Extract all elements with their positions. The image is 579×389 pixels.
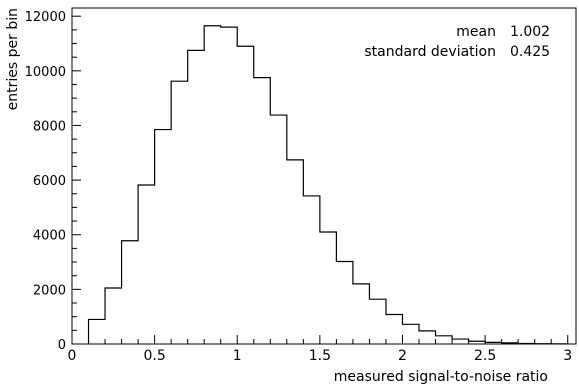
x-axis-label: measured signal-to-noise ratio [334,369,548,385]
histogram-bin [386,314,403,344]
y-tick-label: 8000 [33,119,66,134]
y-tick-label: 12000 [25,10,66,25]
histogram-bin [270,115,287,344]
y-tick-labels: 0 2000 4000 6000 8000 10000 12000 [25,10,66,353]
histogram-bin [303,196,320,344]
stat-label-std: standard deviation [364,44,496,60]
histogram-bin [155,130,172,344]
y-tick-label: 6000 [33,174,66,189]
x-tick-label: 3 [563,348,572,364]
histogram-bin [402,324,419,344]
y-axis-label: entries per bin [5,8,21,110]
x-tick-label: 0 [68,348,77,364]
stat-label-mean: mean [456,24,496,40]
ticks [71,15,569,345]
histogram-bin [138,185,155,344]
stat-value-std: 0.425 [510,44,550,60]
histogram-bin [188,50,205,344]
x-tick-label: 1.5 [309,348,331,364]
histogram-outline [87,25,569,345]
plot-frame [71,7,577,345]
histogram-bin [171,81,188,344]
histogram-bin [320,232,337,344]
x-tick-label: 0.5 [143,348,165,364]
y-tick-label: 10000 [25,65,66,80]
histogram-bin [336,262,353,344]
histogram-bin [287,160,304,344]
y-tick-label: 0 [58,338,66,353]
histogram-bin [204,26,221,344]
y-tick-label: 4000 [33,229,66,244]
histogram-bin [369,299,386,344]
histogram-bin [254,78,271,344]
histogram-bins [89,26,568,344]
histogram-bin [353,284,370,344]
histogram-bin [237,46,254,344]
y-tick-label: 2000 [33,283,66,298]
histogram-bin [105,288,122,344]
stat-value-mean: 1.002 [510,24,550,40]
x-tick-label: 2.5 [474,348,496,364]
histogram-bin [221,27,238,344]
axes-box [71,7,577,345]
histogram-bin [419,331,436,344]
histogram-bin [89,319,106,344]
x-tick-label: 1 [233,348,242,364]
histogram-bin [122,241,139,344]
histogram-bin [436,336,453,344]
x-tick-label: 2 [398,348,407,364]
histogram-bin [452,339,469,344]
x-tick-labels: 0 0.5 1 1.5 2 2.5 3 [68,348,573,364]
